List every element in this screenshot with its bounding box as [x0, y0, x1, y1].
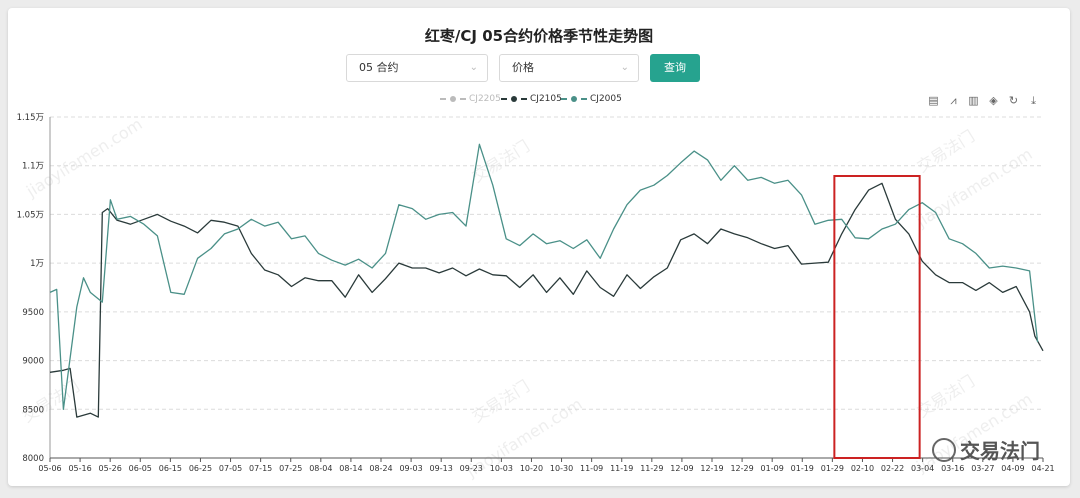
- x-tick-label: 08-24: [369, 464, 392, 473]
- download-icon[interactable]: ⤓: [1031, 94, 1036, 107]
- x-tick-label: 06-25: [189, 464, 212, 473]
- query-button[interactable]: 查询: [650, 54, 700, 82]
- y-tick-label: 8000: [22, 454, 44, 464]
- x-tick-label: 06-05: [129, 464, 152, 473]
- y-tick-label: 9500: [22, 308, 44, 318]
- x-tick-label: 07-05: [219, 464, 242, 473]
- x-tick-label: 08-04: [309, 464, 332, 473]
- x-tick-label: 11-29: [640, 464, 663, 473]
- x-tick-label: 03-27: [971, 464, 994, 473]
- chart-card: 红枣/CJ 05合约价格季节性走势图 05 合约 ⌄ 价格 ⌄ 查询 CJ220…: [8, 8, 1070, 486]
- legend-item-cj2205[interactable]: CJ2205: [440, 94, 501, 104]
- legend-item-cj2005[interactable]: CJ2005: [561, 94, 622, 104]
- x-tick-label: 10-03: [490, 464, 513, 473]
- legend-label: CJ2105: [530, 94, 562, 104]
- x-tick-label: 12-29: [730, 464, 753, 473]
- x-tick-label: 11-19: [610, 464, 633, 473]
- metric-select-value: 价格: [512, 61, 534, 74]
- x-tick-label: 02-22: [881, 464, 904, 473]
- x-tick-label: 07-15: [249, 464, 272, 473]
- y-tick-label: 1万: [30, 259, 44, 269]
- x-tick-label: 12-19: [700, 464, 723, 473]
- stack-icon[interactable]: ◈: [989, 94, 998, 107]
- y-tick-label: 9000: [22, 357, 44, 367]
- x-tick-label: 11-09: [580, 464, 603, 473]
- line-chart-icon[interactable]: ⩘: [950, 94, 957, 107]
- y-tick-label: 1.15万: [17, 113, 44, 123]
- logo-text: 交易法门: [960, 439, 1040, 463]
- x-tick-label: 02-10: [851, 464, 874, 473]
- x-tick-label: 10-20: [520, 464, 543, 473]
- series-line-cj2005: [49, 143, 1039, 410]
- chart-title: 红枣/CJ 05合约价格季节性走势图: [424, 27, 654, 45]
- x-tick-label: 01-09: [761, 464, 784, 473]
- bar-chart-icon[interactable]: ▥: [968, 94, 979, 107]
- x-tick-label: 05-26: [99, 464, 122, 473]
- x-tick-label: 01-29: [821, 464, 844, 473]
- legend-label: CJ2205: [469, 94, 501, 104]
- x-tick-label: 06-15: [159, 464, 182, 473]
- legend-label: CJ2005: [590, 94, 622, 104]
- x-tick-label: 09-03: [399, 464, 422, 473]
- data-view-icon[interactable]: ▤: [928, 94, 939, 107]
- wechat-logo: 交易法门: [932, 435, 1040, 464]
- chevron-down-icon: ⌄: [469, 62, 478, 73]
- x-tick-label: 04-21: [1031, 464, 1054, 473]
- restore-icon[interactable]: ↻: [1008, 94, 1019, 107]
- x-tick-label: 01-19: [791, 464, 814, 473]
- y-tick-label: 8500: [22, 405, 44, 415]
- y-tick-label: 1.05万: [17, 210, 44, 220]
- x-tick-label: 03-04: [911, 464, 934, 473]
- series-line-cj2105: [49, 182, 1044, 418]
- y-tick-label: 1.1万: [22, 162, 44, 172]
- x-tick-label: 12-09: [670, 464, 693, 473]
- chart-toolbox: ▤ ⩘ ▥ ◈ ↻ ⤓: [927, 94, 1040, 107]
- metric-select[interactable]: 价格 ⌄: [499, 54, 639, 82]
- chevron-down-icon: ⌄: [620, 62, 629, 73]
- highlight-box: [833, 175, 921, 459]
- wechat-icon: [932, 437, 956, 462]
- x-tick-label: 09-13: [430, 464, 453, 473]
- x-tick-label: 10-30: [550, 464, 573, 473]
- x-tick-label: 08-14: [339, 464, 362, 473]
- x-tick-label: 07-25: [279, 464, 302, 473]
- x-tick-label: 04-09: [1001, 464, 1024, 473]
- x-tick-label: 05-16: [68, 464, 91, 473]
- legend-item-cj2105[interactable]: CJ2105: [501, 94, 562, 104]
- x-tick-label: 03-16: [941, 464, 964, 473]
- x-tick-label: 09-23: [460, 464, 483, 473]
- contract-select-value: 05 合约: [359, 61, 399, 74]
- contract-select[interactable]: 05 合约 ⌄: [346, 54, 488, 82]
- x-tick-label: 05-06: [38, 464, 61, 473]
